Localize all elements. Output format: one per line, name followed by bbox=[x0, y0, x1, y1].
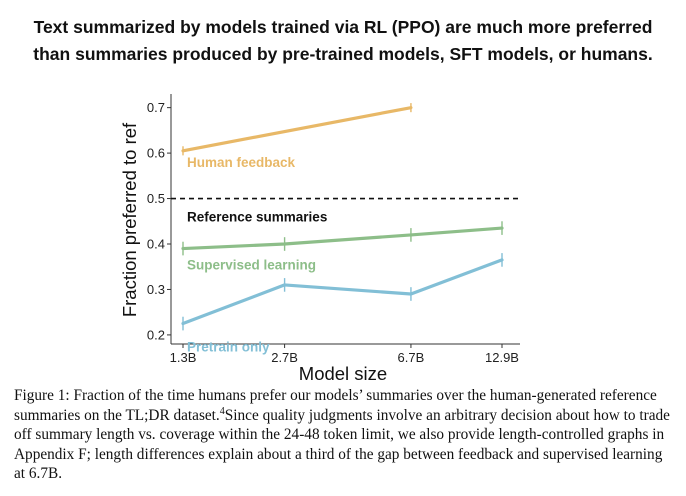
series-line-pretrain-only bbox=[181, 258, 504, 326]
headline-line-2: than summaries produced by pre-trained m… bbox=[33, 44, 653, 64]
caption-footnote-mark: 4 bbox=[219, 405, 225, 417]
x-tick-label: 2.7B bbox=[271, 350, 298, 365]
x-tick-label: 1.3B bbox=[170, 350, 197, 365]
series-label-pretrain-only: Pretrain only bbox=[187, 339, 270, 354]
series-label-human-feedback: Human feedback bbox=[187, 155, 296, 170]
headline-line-1: Text summarized by models trained via RL… bbox=[33, 17, 653, 37]
caption-prefix: Figure 1: Fraction of the time humans pr… bbox=[14, 387, 657, 424]
caption-suffix: Since quality judgments involve an arbit… bbox=[14, 406, 670, 483]
y-tick-label: 0.4 bbox=[147, 237, 165, 252]
y-tick-label: 0.3 bbox=[147, 282, 165, 297]
y-axis-label: Fraction preferred to ref bbox=[119, 122, 140, 317]
x-tick-label: 6.7B bbox=[398, 350, 425, 365]
series-line-supervised-learning bbox=[181, 226, 504, 251]
x-tick-label: 12.9B bbox=[485, 350, 519, 365]
series-line-human-feedback bbox=[181, 106, 413, 153]
axes: 0.2 0.3 0.4 0.5 0.6 0.7 1.3B 2.7B 6.7B 12.9B bbox=[147, 94, 520, 365]
y-tick-label: 0.2 bbox=[147, 327, 165, 342]
reference-label: Reference summaries bbox=[187, 210, 327, 225]
y-tick-label: 0.5 bbox=[147, 191, 165, 206]
series-label-supervised-learning: Supervised learning bbox=[187, 257, 316, 272]
y-tick-label: 0.6 bbox=[147, 146, 165, 161]
headline: Text summarized by models trained via RL… bbox=[0, 14, 686, 68]
figure-caption: Figure 1: Fraction of the time humans pr… bbox=[14, 386, 674, 484]
line-chart: 0.2 0.3 0.4 0.5 0.6 0.7 1.3B 2.7B 6.7B 12.9B Refe… bbox=[119, 94, 520, 384]
x-axis-label: Model size bbox=[299, 363, 387, 384]
y-tick-label: 0.7 bbox=[147, 100, 165, 115]
